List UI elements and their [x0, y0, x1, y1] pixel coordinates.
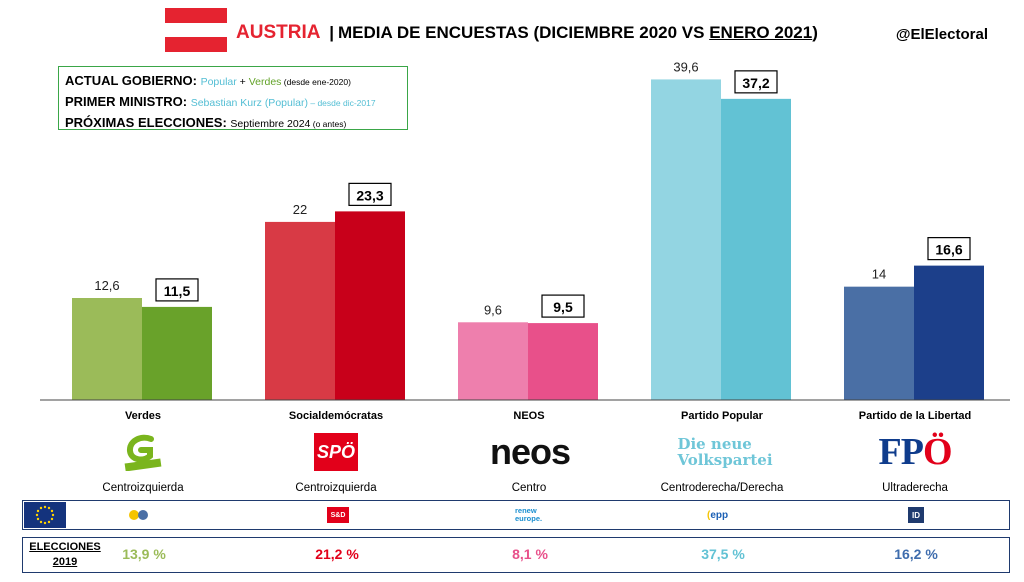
party-name-partido-libertad: Partido de la Libertad — [858, 410, 972, 422]
renew-logo-line-2: europe. — [515, 514, 543, 523]
greens-efa-logo — [127, 505, 151, 525]
renew-logo-line-1: renew — [515, 506, 537, 515]
title-suffix: ) — [812, 23, 818, 42]
label-box-jan-2021-neos — [541, 294, 585, 318]
government-info-box: ACTUAL GOBIERNO: Popular + Verdes (desde… — [58, 66, 408, 130]
bar-dec-2020-partido-de-la-libertad — [844, 286, 914, 400]
epp-logo-text: epp — [710, 509, 729, 521]
government-label: ACTUAL GOBIERNO: — [65, 73, 197, 88]
label-jan-2021-neos: 9,5 — [553, 299, 573, 315]
s-and-d-logo: S&D — [327, 507, 349, 523]
label-dec-2020-socialdemocratas: 22 — [293, 202, 307, 217]
bar-dec-2020-socialdemocratas — [265, 221, 335, 400]
title-prefix: MEDIA DE ENCUESTAS (DICIEMBRE 2020 VS — [337, 23, 710, 42]
government-plus: + — [236, 76, 249, 88]
government-since: (desde ene-2020) — [281, 77, 351, 87]
ideology-partido-libertad: Ultraderecha — [882, 482, 948, 494]
elections-2019-row: ELECCIONES 2019 13,9 % 21,2 % 8,1 % 37,5… — [22, 537, 1010, 573]
eu-flag-icon — [24, 502, 66, 528]
elections-2019-partido-popular: 37,5 % — [701, 546, 745, 562]
neos-logo: neos — [489, 431, 571, 472]
greens-efa-icon — [129, 510, 148, 520]
elections-label-line-2: 2019 — [52, 556, 78, 568]
austria-flag — [165, 8, 227, 52]
bar-jan-2021-partido-de-la-libertad — [914, 265, 984, 400]
government-verdes: Verdes — [248, 76, 282, 88]
label-dec-2020-verdes: 12,6 — [94, 278, 119, 293]
bar-dec-2020-neos — [458, 322, 528, 400]
spo-logo: SPÖ — [314, 433, 358, 471]
prime-minister-value: Sebastian Kurz (Popular) — [190, 97, 308, 109]
bar-jan-2021-verdes — [142, 306, 212, 400]
elections-label-line-1: ELECCIONES — [29, 541, 101, 553]
next-elections-label: PRÓXIMAS ELECCIONES: — [65, 115, 227, 130]
elections-2019-label: ELECCIONES 2019 — [25, 540, 105, 570]
label-dec-2020-partido-de-la-libertad: 14 — [872, 267, 886, 282]
die-gruenen-logo — [120, 432, 166, 472]
label-dec-2020-partido-popular: 39,6 — [673, 59, 698, 74]
government-popular: Popular — [200, 76, 237, 88]
elections-2019-socialdemocratas: 21,2 % — [315, 546, 359, 562]
party-name-verdes: Verdes — [124, 410, 162, 422]
label-box-jan-2021-socialdemocratas — [348, 182, 392, 206]
neos-logo-wrap: neos — [480, 431, 580, 472]
title-underlined: ENERO 2021 — [709, 23, 813, 42]
prime-minister-since: – desde dic-2017 — [308, 98, 376, 108]
party-name-socialdemocratas: Socialdemócratas — [288, 410, 384, 422]
government-line: ACTUAL GOBIERNO: Popular + Verdes (desde… — [65, 71, 401, 92]
party-name-neos: NEOS — [513, 410, 545, 422]
elections-2019-neos: 8,1 % — [512, 546, 548, 562]
party-name-partido-popular: Partido Popular — [681, 410, 763, 422]
ovp-logo-line-1: Die neue — [677, 435, 752, 453]
prime-minister-label: PRIMER MINISTRO: — [65, 94, 188, 109]
page-title: AUSTRIA | MEDIA DE ENCUESTAS (DICIEMBRE 2… — [236, 22, 818, 44]
title-country: AUSTRIA — [236, 22, 321, 43]
next-elections-line: PRÓXIMAS ELECCIONES: Septiembre 2024 (o … — [65, 113, 401, 134]
bar-jan-2021-socialdemocratas — [335, 211, 405, 400]
bar-dec-2020-partido-popular — [651, 79, 721, 400]
epp-logo: (epp — [707, 509, 729, 521]
label-box-jan-2021-partido-de-la-libertad — [927, 237, 971, 261]
elections-2019-verdes: 13,9 % — [122, 546, 166, 562]
fpo-logo: FPÖ — [870, 431, 960, 473]
bar-dec-2020-verdes — [72, 298, 142, 400]
label-box-jan-2021-verdes — [155, 278, 199, 302]
fpo-logo-o: Ö — [922, 431, 953, 473]
ideology-neos: Centro — [511, 482, 547, 494]
spo-logo-wrap: SPÖ — [314, 432, 358, 472]
prime-minister-line: PRIMER MINISTRO: Sebastian Kurz (Popular… — [65, 92, 401, 113]
label-dec-2020-neos: 9,6 — [484, 302, 502, 317]
ideology-partido-popular: Centroderecha/Derecha — [660, 482, 784, 494]
bar-jan-2021-neos — [528, 323, 598, 400]
elections-2019-partido-libertad: 16,2 % — [894, 546, 938, 562]
ovp-logo: Die neue Volkspartei — [677, 432, 773, 472]
label-jan-2021-partido-popular: 37,2 — [742, 75, 769, 91]
bar-jan-2021-partido-popular — [721, 98, 791, 400]
ideology-socialdemocratas: Centroizquierda — [295, 482, 377, 494]
id-group-logo: ID — [908, 507, 924, 523]
fpo-logo-text: FP — [878, 431, 924, 473]
eu-groups-row: S&D renew europe. (epp ID — [22, 500, 1010, 530]
author-handle: @ElElectoral — [895, 26, 988, 43]
poll-bar-chart: 12,6 11,5 22 23,3 9,6 9,5 39,6 37,2 14 16,6 — [40, 59, 1010, 401]
ideology-verdes: Centroizquierda — [102, 482, 184, 494]
ovp-logo-line-2: Volkspartei — [677, 451, 773, 469]
label-box-jan-2021-partido-popular — [734, 70, 778, 94]
label-jan-2021-partido-de-la-libertad: 16,6 — [935, 242, 962, 258]
title-separator: | — [329, 23, 334, 42]
next-elections-value: Septiembre 2024 — [230, 118, 311, 130]
label-jan-2021-verdes: 11,5 — [164, 283, 191, 299]
die-gruenen-icon — [124, 434, 162, 471]
next-elections-note: (o antes) — [310, 119, 347, 129]
label-jan-2021-socialdemocratas: 23,3 — [356, 187, 383, 203]
renew-europe-logo: renew europe. — [515, 505, 542, 525]
